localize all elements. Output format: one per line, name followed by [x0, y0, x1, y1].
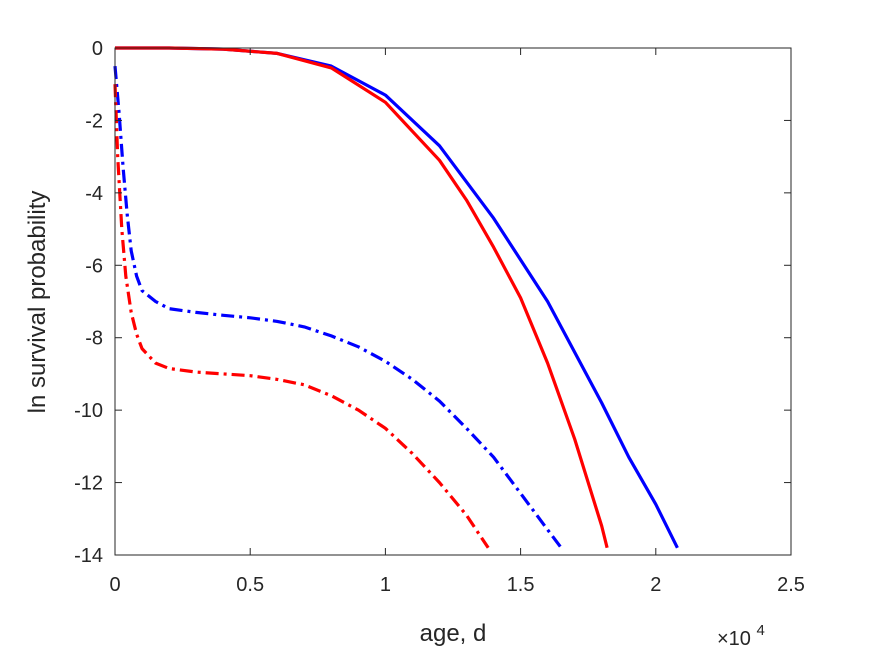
y-tick-label: -6: [85, 255, 103, 277]
x-multiplier-exponent: 4: [757, 622, 765, 639]
y-tick-label: 0: [92, 38, 103, 60]
y-tick-label: -10: [74, 400, 103, 422]
x-multiplier-base: ×10: [717, 628, 751, 650]
series-line-4: [113, 84, 490, 549]
y-axis-label: ln survival probability: [24, 191, 51, 414]
axes-layer: 0 0.5 1 1.5 2 2.5 0 -2 -4 -6 -8 -10 -12 -14: [74, 38, 805, 596]
x-tick-label: 2: [650, 574, 661, 596]
x-tick-label: 0.5: [236, 574, 264, 596]
series-line-2: [115, 46, 609, 549]
x-multiplier-label: ×10 4: [717, 622, 765, 650]
plot-area: [115, 48, 791, 555]
axes-box: [114, 47, 792, 556]
x-axis-label: age, d: [420, 620, 487, 647]
series-layer: [113, 46, 679, 549]
x-tick-label: 0: [109, 574, 120, 596]
y-tick-label: -14: [74, 545, 103, 567]
y-tick-label: -12: [74, 473, 103, 495]
x-tick-label: 1.5: [507, 574, 535, 596]
x-tick-label: 1: [380, 574, 391, 596]
y-tick-label: -8: [85, 328, 103, 350]
y-tick-label: -4: [85, 183, 103, 205]
y-tick-label: -2: [85, 110, 103, 132]
x-tick-label: 2.5: [777, 574, 805, 596]
